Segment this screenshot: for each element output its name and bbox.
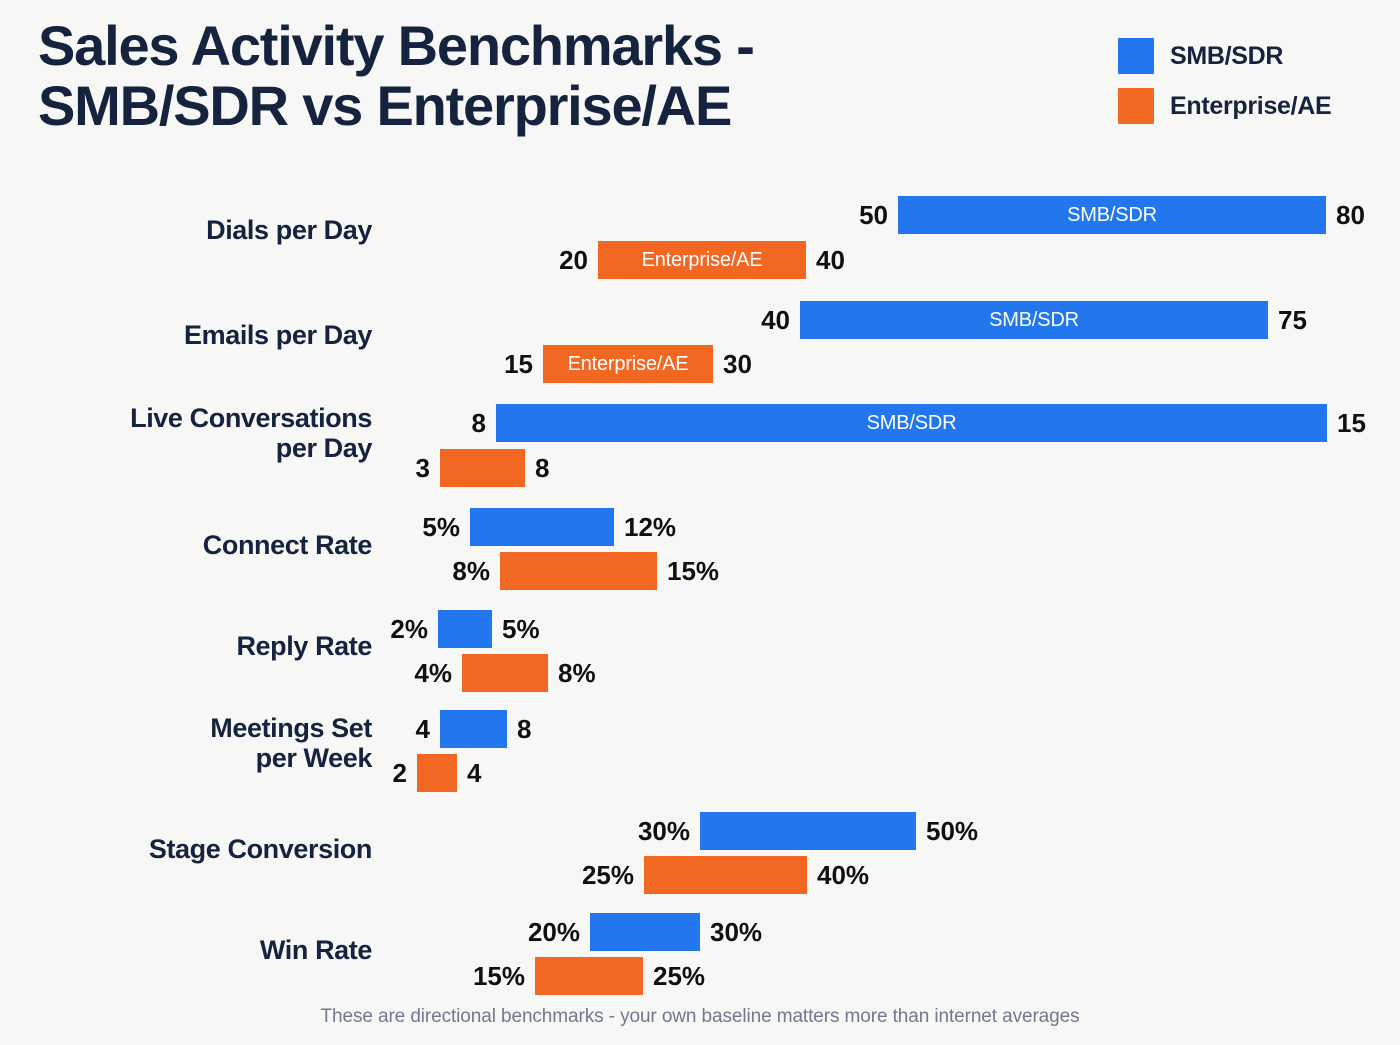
bar-low-value-label: 8% xyxy=(452,556,490,586)
bar-enterprise-ae[interactable]: Enterprise/AE xyxy=(462,654,548,692)
bar-high-value-label: 40% xyxy=(817,860,870,890)
bar-enterprise-ae[interactable]: Enterprise/AE xyxy=(417,754,457,792)
bar-high-value-label: 5% xyxy=(502,614,540,644)
bar-high-value-label: 25% xyxy=(653,961,706,991)
bar-inline-label: Enterprise/AE xyxy=(641,248,763,271)
chart-legend: SMB/SDR Enterprise/AE xyxy=(1118,38,1332,124)
bar-enterprise-ae[interactable]: Enterprise/AE xyxy=(500,552,657,590)
bar-low-value-label: 8 xyxy=(471,408,486,438)
chart-title: Sales Activity Benchmarks - SMB/SDR vs E… xyxy=(38,14,755,137)
bar-smb-sdr[interactable]: SMB/SDR xyxy=(438,610,492,648)
bar-inline-label: Enterprise/AE xyxy=(567,352,689,375)
bar-enterprise-ae[interactable]: Enterprise/AE xyxy=(644,856,807,894)
bar-smb-sdr[interactable]: SMB/SDR xyxy=(440,710,507,748)
bar-low-value-label: 2 xyxy=(392,758,407,788)
category-label: Dials per Day xyxy=(206,215,372,245)
bar-low-value-label: 15% xyxy=(472,961,525,991)
bar-low-value-label: 2% xyxy=(390,614,428,644)
legend-item-smb-sdr[interactable]: SMB/SDR xyxy=(1118,38,1331,74)
legend-swatch-icon xyxy=(1118,88,1154,124)
bar-enterprise-ae[interactable]: Enterprise/AE xyxy=(440,449,525,487)
bar-enterprise-ae[interactable]: Enterprise/AE xyxy=(535,957,643,995)
bar-low-value-label: 4 xyxy=(415,714,430,744)
category-label: Live Conversations per Day xyxy=(130,403,372,464)
category-label: Meetings Set per Week xyxy=(210,713,372,774)
bar-inline-label: SMB/SDR xyxy=(989,308,1079,331)
bar-enterprise-ae[interactable]: Enterprise/AE xyxy=(598,241,806,279)
bar-high-value-label: 15% xyxy=(667,556,720,586)
bar-inline-label: SMB/SDR xyxy=(1067,203,1157,226)
bar-high-value-label: 30% xyxy=(710,917,763,947)
category-label: Emails per Day xyxy=(183,320,372,350)
bar-high-value-label: 8% xyxy=(558,658,596,688)
category-label: Stage Conversion xyxy=(148,834,373,864)
bar-low-value-label: 5% xyxy=(422,512,460,542)
bar-high-value-label: 15 xyxy=(1337,408,1366,438)
bar-low-value-label: 50 xyxy=(859,200,888,230)
bar-high-value-label: 8 xyxy=(517,714,532,744)
bar-high-value-label: 80 xyxy=(1336,200,1365,230)
bar-low-value-label: 40 xyxy=(761,305,790,335)
bar-high-value-label: 4 xyxy=(467,758,482,788)
bar-low-value-label: 20 xyxy=(559,245,588,275)
bar-low-value-label: 4% xyxy=(414,658,452,688)
bar-high-value-label: 50% xyxy=(926,816,979,846)
category-label: Reply Rate xyxy=(236,631,372,661)
bar-low-value-label: 15 xyxy=(504,349,533,379)
bar-high-value-label: 8 xyxy=(535,453,550,483)
chart-footnote: These are directional benchmarks - your … xyxy=(320,1006,1080,1027)
category-label: Connect Rate xyxy=(202,530,373,560)
bar-low-value-label: 20% xyxy=(527,917,580,947)
bar-high-value-label: 30 xyxy=(723,349,752,379)
legend-item-label: SMB/SDR xyxy=(1170,41,1284,70)
bar-smb-sdr[interactable]: SMB/SDR xyxy=(800,301,1268,339)
bar-enterprise-ae[interactable]: Enterprise/AE xyxy=(543,345,713,383)
bar-smb-sdr[interactable]: SMB/SDR xyxy=(496,404,1327,442)
bar-inline-label: SMB/SDR xyxy=(866,411,957,434)
bar-high-value-label: 40 xyxy=(816,245,845,275)
bar-smb-sdr[interactable]: SMB/SDR xyxy=(898,196,1326,234)
category-label: Win Rate xyxy=(259,935,372,965)
legend-item-label: Enterprise/AE xyxy=(1170,91,1332,120)
bar-smb-sdr[interactable]: SMB/SDR xyxy=(700,812,916,850)
bar-low-value-label: 3 xyxy=(415,453,430,483)
bar-high-value-label: 75 xyxy=(1278,305,1307,335)
bar-low-value-label: 25% xyxy=(581,860,634,890)
bar-smb-sdr[interactable]: SMB/SDR xyxy=(590,913,700,951)
bar-high-value-label: 12% xyxy=(624,512,677,542)
bar-smb-sdr[interactable]: SMB/SDR xyxy=(470,508,614,546)
bar-low-value-label: 30% xyxy=(637,816,690,846)
legend-item-enterprise-ae[interactable]: Enterprise/AE xyxy=(1118,88,1332,124)
legend-swatch-icon xyxy=(1118,38,1154,74)
